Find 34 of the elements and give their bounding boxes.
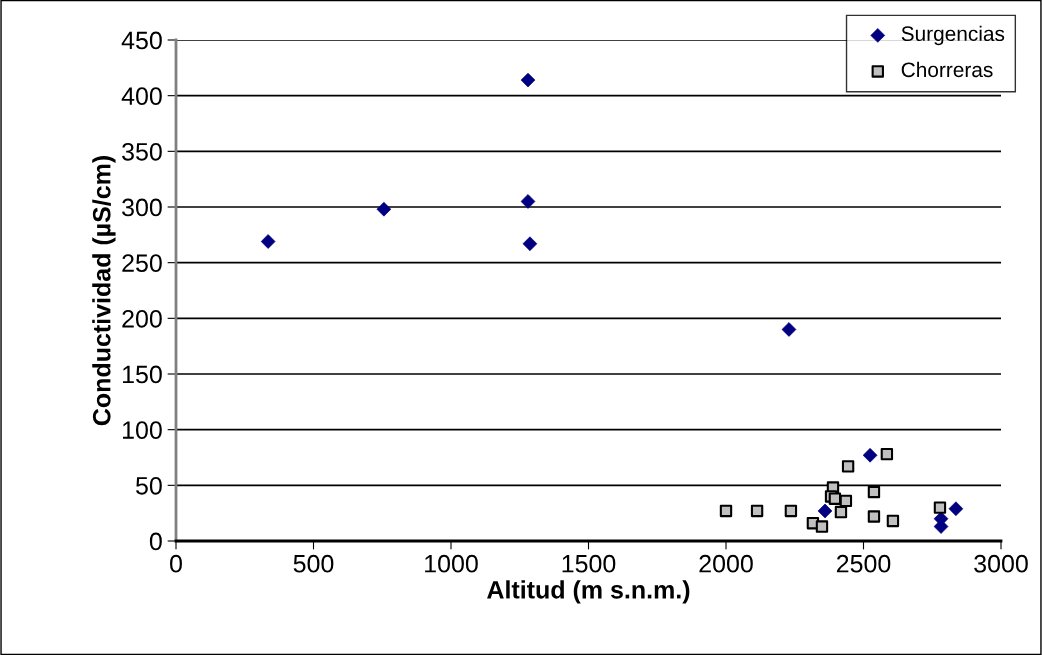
x-tick-label: 3000 [974,554,1028,573]
point [815,520,829,533]
y-tick-label: 150 [123,365,162,384]
y-tick-label: 0 [149,532,162,551]
x-tick-label: 0 [170,554,182,573]
point [867,485,881,499]
point [933,501,947,514]
y-tick-label: 400 [121,87,162,105]
y-tick-label: 300 [122,198,162,217]
y-tick-label: 450 [121,31,162,50]
legend-label: Chorreras [901,61,993,78]
point [719,504,733,518]
point [841,460,855,473]
y-axis-title: Conductividad (µS/cm) [92,156,116,426]
y-tick-label: 50 [136,476,162,495]
x-tick-label: 500 [293,554,334,573]
x-tick-label: 2000 [699,554,753,573]
point [750,504,764,518]
point [880,447,894,461]
point [839,494,853,508]
x-tick-label: 2500 [836,554,891,573]
y-tick-label: 250 [122,254,162,272]
point [784,504,798,518]
point [834,505,848,519]
point [828,492,842,505]
x-tick-label: 1500 [562,554,616,573]
point [886,514,900,528]
legend-label: Surgencias [901,25,1005,46]
y-tick-label: 100 [123,421,162,439]
y-tick-label: 200 [122,309,162,328]
x-tick-label: 1000 [425,554,478,573]
x-axis-title: Altitud (m s.n.m.) [487,580,690,604]
point [867,510,881,523]
y-tick-label: 350 [122,142,162,161]
